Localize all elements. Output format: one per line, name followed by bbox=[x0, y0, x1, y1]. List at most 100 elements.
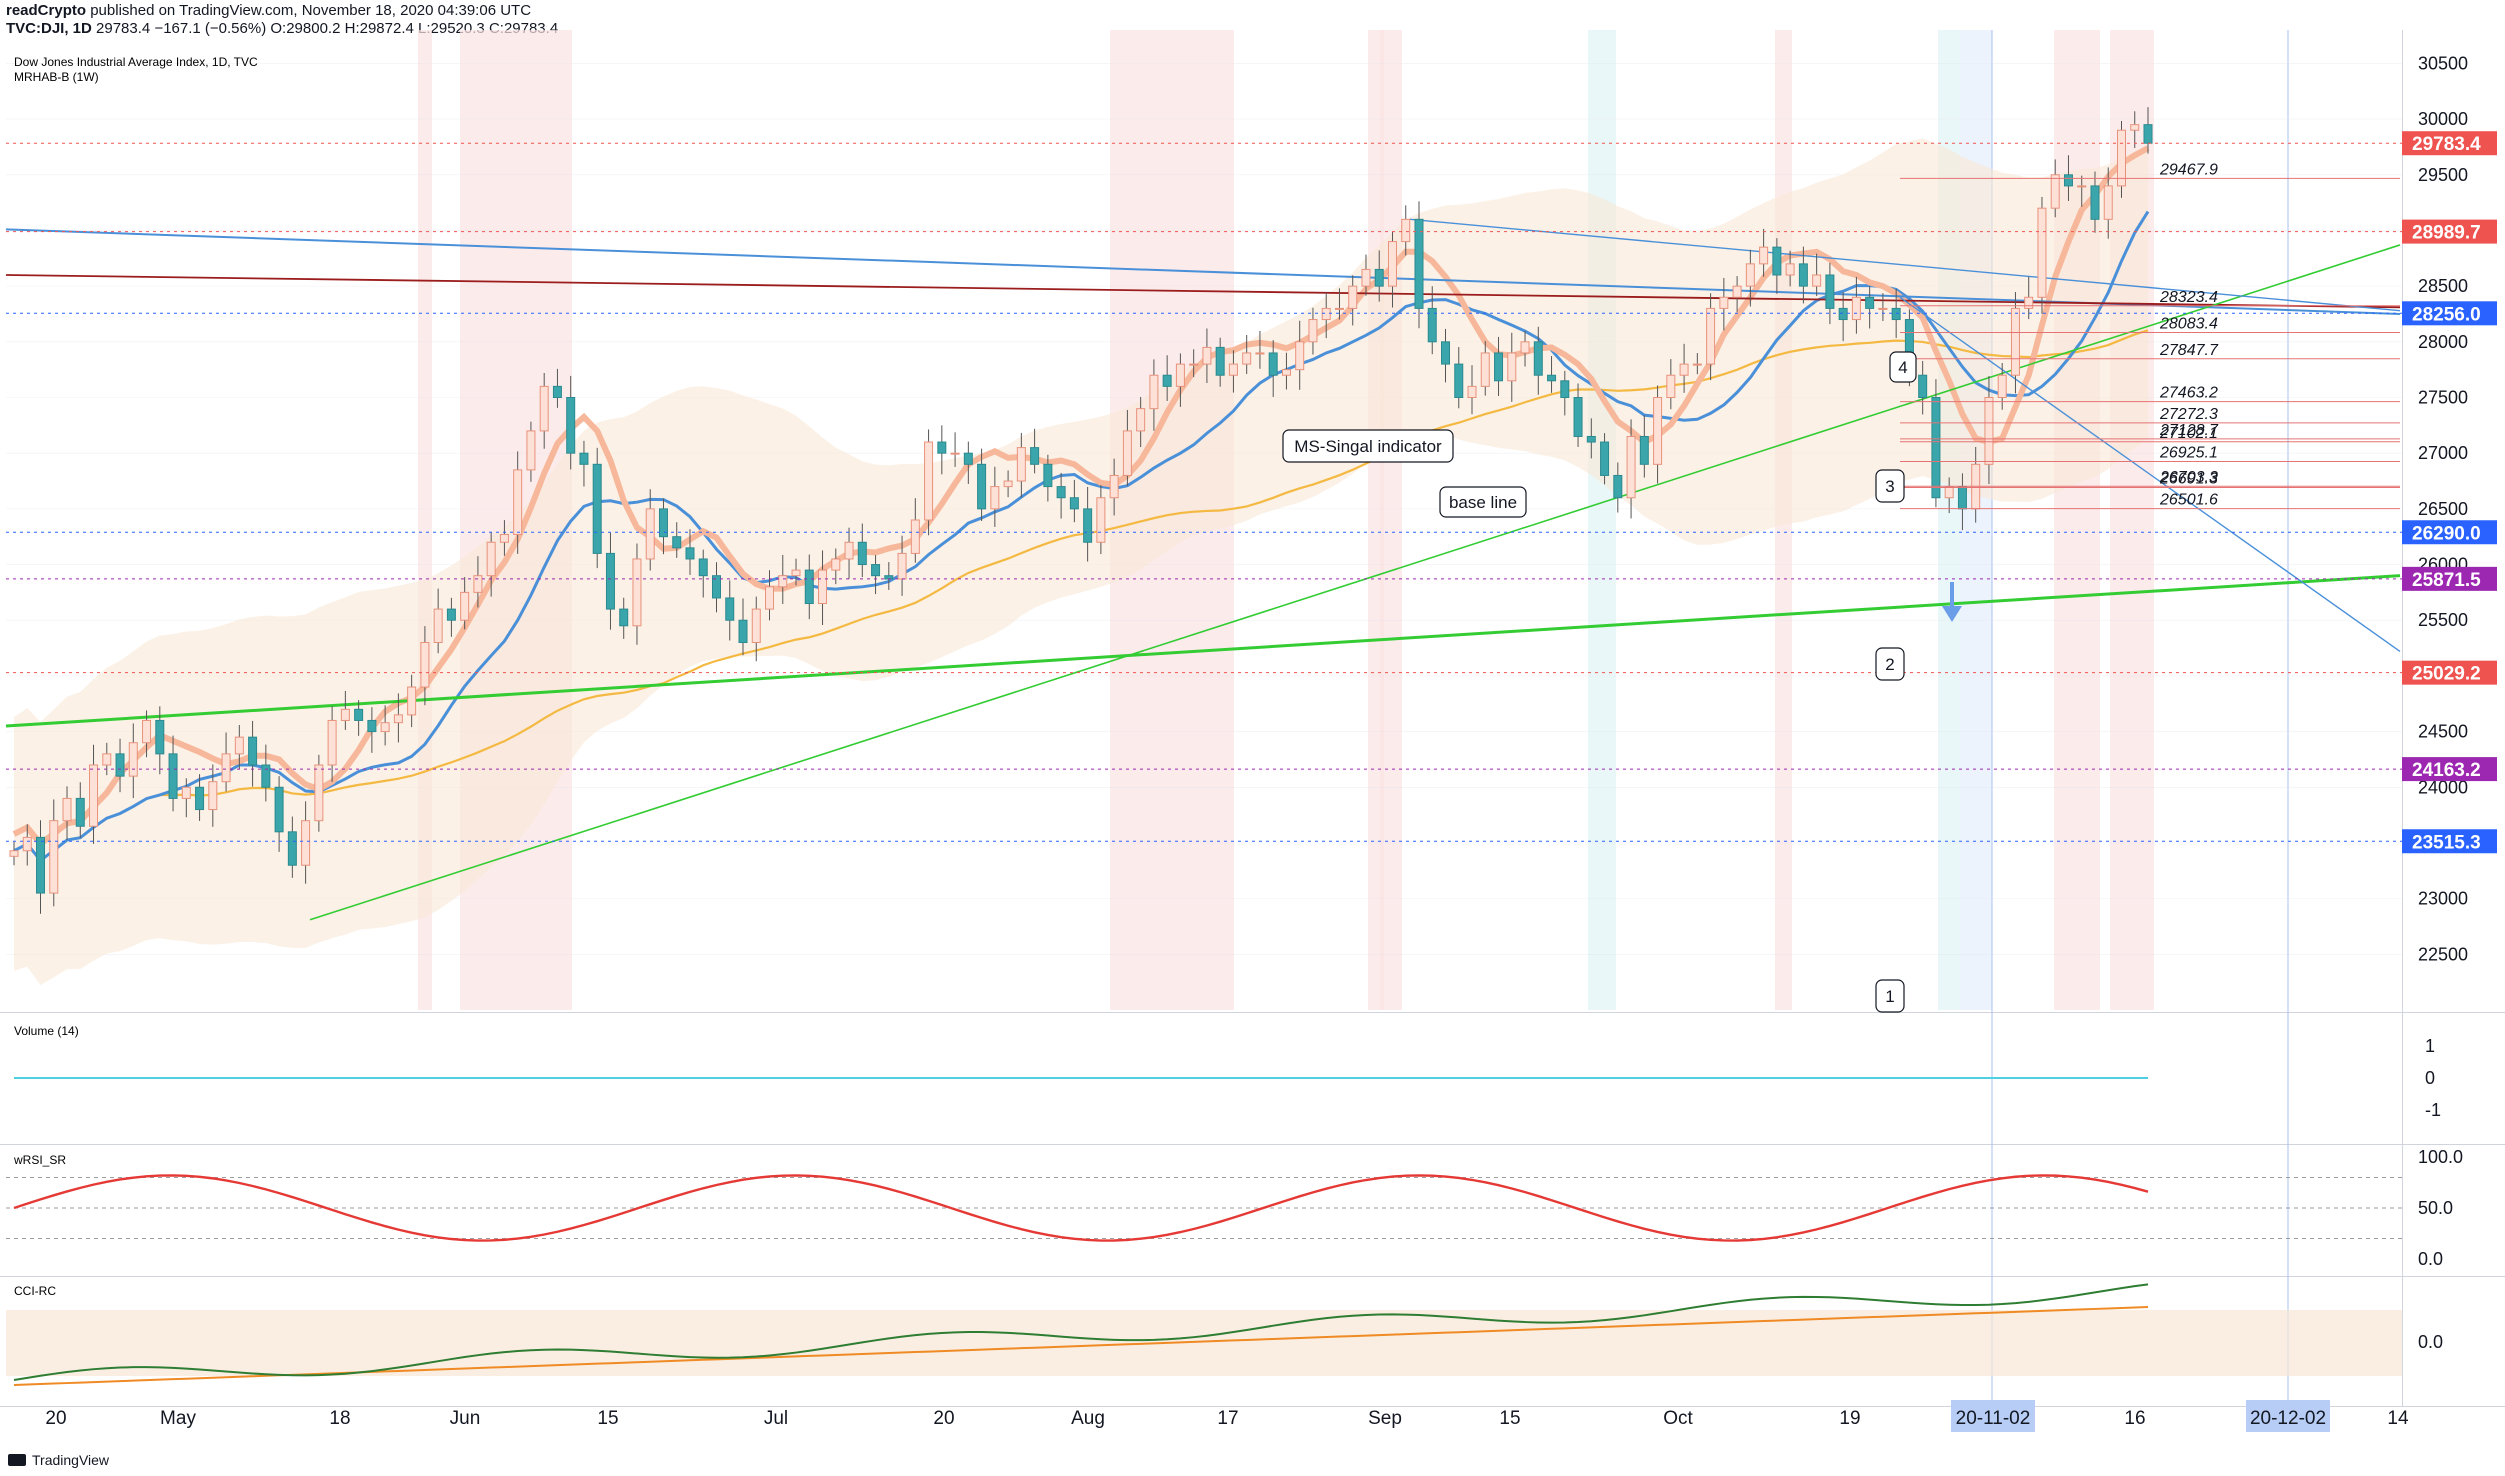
candle-body bbox=[1745, 263, 1755, 287]
candle-body bbox=[1083, 508, 1093, 543]
candle-body bbox=[1997, 374, 2007, 398]
y-tick-label: 27500 bbox=[2418, 388, 2468, 408]
ms-signal-annotation-box bbox=[1282, 429, 1454, 463]
candle-body bbox=[1626, 435, 1636, 499]
price-label-box bbox=[2402, 829, 2497, 854]
candle-body bbox=[460, 591, 470, 621]
candle-body bbox=[1321, 307, 1331, 321]
candle-body bbox=[751, 608, 761, 643]
cci-pane-title: CCI-RC bbox=[14, 1284, 56, 1298]
candle-body bbox=[552, 385, 562, 399]
pane-separator bbox=[0, 1276, 2505, 1277]
volume-pane-title: Volume (14) bbox=[14, 1024, 79, 1038]
candle-body bbox=[1122, 430, 1132, 476]
price-label-box bbox=[2402, 131, 2497, 156]
candle-body bbox=[1136, 408, 1146, 432]
candle-body bbox=[89, 764, 99, 827]
x-tick-label: 14 bbox=[2387, 1408, 2409, 1429]
candle-body bbox=[261, 764, 271, 788]
candle-body bbox=[778, 575, 788, 588]
price-label-box bbox=[2402, 520, 2497, 545]
x-tick-label: Aug bbox=[1071, 1408, 1105, 1429]
price-axis-border bbox=[2402, 30, 2403, 1406]
candle-body bbox=[1520, 341, 1530, 354]
candle-body bbox=[1096, 497, 1106, 543]
level-label: 28323.4 bbox=[2159, 289, 2218, 306]
cci-band bbox=[6, 1310, 2402, 1376]
candle-body bbox=[380, 722, 390, 733]
candle-body bbox=[274, 786, 284, 833]
candle-body bbox=[658, 508, 668, 538]
price-label-box bbox=[2402, 566, 2497, 591]
candle-body bbox=[1600, 441, 1610, 476]
candle-body bbox=[1281, 369, 1291, 376]
wave-label-2: 2 bbox=[1885, 655, 1894, 674]
candle-body bbox=[1401, 218, 1411, 243]
candle-body bbox=[2050, 174, 2060, 209]
candle-body bbox=[1149, 374, 1159, 410]
candle-body bbox=[804, 569, 814, 605]
candle-body bbox=[910, 519, 920, 554]
candle-body bbox=[2024, 296, 2034, 309]
candle-body bbox=[1016, 447, 1026, 482]
level-label: 26925.1 bbox=[2159, 445, 2218, 462]
candle-body bbox=[446, 608, 456, 621]
cci-tick-label: 0.0 bbox=[2418, 1332, 2443, 1352]
candle-body bbox=[9, 850, 19, 857]
price-label: 29783.4 bbox=[2412, 134, 2481, 155]
candle-body bbox=[765, 586, 775, 610]
candle-body bbox=[990, 486, 1000, 510]
candle-body bbox=[102, 753, 112, 766]
candle-body bbox=[1268, 352, 1278, 376]
high-label: H: bbox=[344, 20, 360, 37]
candle-body bbox=[539, 385, 549, 432]
last-price: 29783.4 bbox=[96, 20, 151, 37]
candle-body bbox=[963, 452, 973, 465]
price-label: 24163.2 bbox=[2412, 760, 2481, 781]
candle-body bbox=[1759, 246, 1769, 265]
y-tick-label: 30000 bbox=[2418, 109, 2468, 129]
candle-body bbox=[579, 452, 589, 465]
tradingview-logo[interactable]: TradingView bbox=[8, 1452, 109, 1468]
candle-body bbox=[208, 781, 218, 811]
candle-body bbox=[2037, 207, 2047, 298]
candle-body bbox=[22, 836, 32, 852]
candle-body bbox=[486, 541, 496, 577]
x-tick-label: 20-12-02 bbox=[2250, 1408, 2326, 1429]
x-tick-label: 20 bbox=[45, 1408, 66, 1429]
candle-body bbox=[2116, 129, 2126, 187]
open-label: O: bbox=[270, 20, 287, 37]
high-value: 29872.4 bbox=[359, 20, 414, 37]
wrsi-tick-label: 0.0 bbox=[2418, 1249, 2443, 1269]
candle-body bbox=[1812, 274, 1822, 287]
candle-body bbox=[287, 831, 297, 866]
candle-body bbox=[1507, 352, 1517, 382]
wave-label-4-box bbox=[1889, 351, 1917, 383]
y-tick-label: 22500 bbox=[2418, 944, 2468, 964]
price-label: 25029.2 bbox=[2412, 664, 2481, 685]
candle-body bbox=[62, 797, 72, 822]
ms-signal-annotation: MS-Singal indicator bbox=[1294, 437, 1442, 456]
candle-body bbox=[1387, 241, 1397, 287]
candle-body bbox=[301, 820, 311, 866]
level-label: 29467.9 bbox=[2159, 161, 2218, 178]
candle-body bbox=[897, 552, 907, 580]
candle-body bbox=[1414, 218, 1424, 309]
candle-body bbox=[1308, 319, 1318, 343]
cci-green-line bbox=[13, 1283, 2149, 1381]
candle-body bbox=[115, 753, 125, 777]
candle-body bbox=[2077, 185, 2087, 188]
candle-body bbox=[155, 719, 165, 755]
candle-body bbox=[340, 708, 350, 721]
pane-separator bbox=[0, 1406, 2505, 1407]
ma-blue-line bbox=[13, 210, 2150, 863]
trendline-blue-upper bbox=[1409, 218, 2401, 312]
candle-body bbox=[1361, 268, 1371, 287]
candle-body bbox=[1162, 374, 1172, 387]
level-label: 28083.4 bbox=[2159, 316, 2218, 333]
candle-body bbox=[221, 753, 231, 783]
candle-body bbox=[1798, 263, 1808, 287]
x-tick-label: Jul bbox=[764, 1408, 788, 1429]
candle-body bbox=[1547, 374, 1557, 382]
